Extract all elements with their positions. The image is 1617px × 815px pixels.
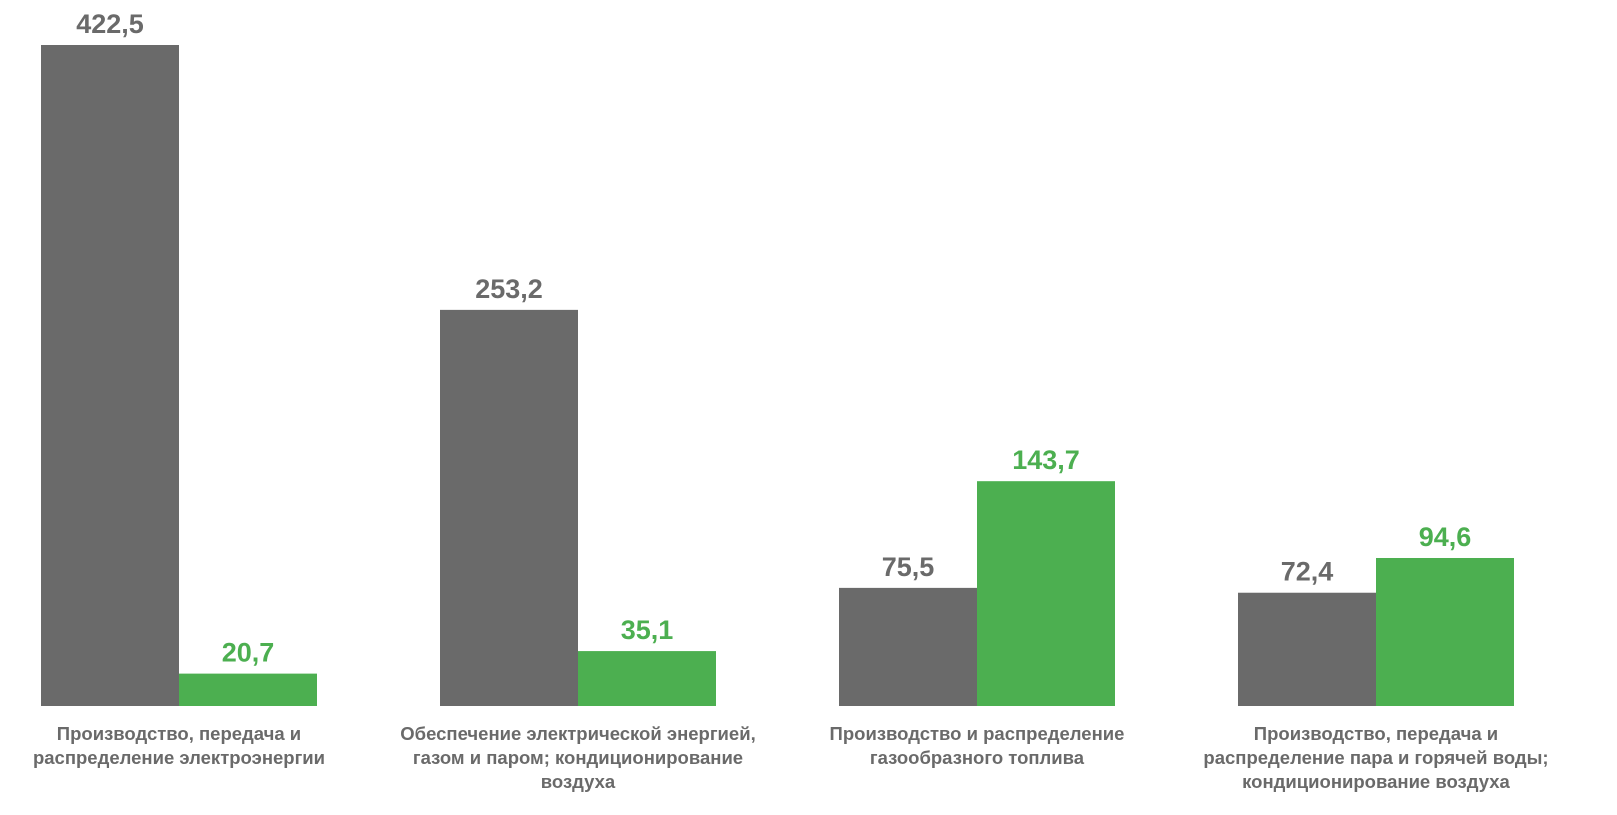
bar-cat1-series1 [41, 45, 179, 706]
category-label-3: Производство и распределение газообразног… [830, 723, 1125, 768]
data-label-cat2-series1: 253,2 [475, 274, 543, 304]
bar-cat2-series2 [578, 651, 716, 706]
category-label-1: Производство, передача и распределение эл… [33, 723, 325, 768]
category-label-4-line-2: распределение пара и горячей воды; [1203, 747, 1548, 768]
bar-cat2-series1 [440, 309, 578, 706]
bar-cat1-series2 [179, 673, 317, 706]
category-label-1-line-2: распределение электроэнергии [33, 747, 325, 768]
bar-cat4-series1 [1238, 592, 1376, 706]
category-label-4-line-3: кондиционирование воздуха [1242, 771, 1510, 792]
data-label-cat2-series2: 35,1 [621, 615, 674, 645]
category-label-4: Производство, передача и распределение па… [1203, 723, 1548, 792]
data-label-cat4-series2: 94,6 [1419, 522, 1472, 552]
category-label-1-line-1: Производство, передача и [57, 723, 301, 744]
category-label-2-line-1: Обеспечение электрической энергией, [400, 723, 755, 744]
data-label-cat3-series1: 75,5 [882, 552, 935, 582]
bar-cat3-series2 [977, 481, 1115, 706]
category-label-3-line-2: газообразного топлива [870, 747, 1085, 768]
data-label-cat1-series2: 20,7 [222, 638, 275, 668]
data-label-cat1-series1: 422,5 [76, 9, 144, 39]
category-label-4-line-1: Производство, передача и [1254, 723, 1498, 744]
data-label-cat3-series2: 143,7 [1012, 445, 1080, 475]
category-label-2-line-2: газом и паром; кондиционирование [413, 747, 743, 768]
bar-cat4-series2 [1376, 557, 1514, 706]
category-label-3-line-1: Производство и распределение [830, 723, 1125, 744]
bar-cat3-series1 [839, 587, 977, 706]
data-label-cat4-series1: 72,4 [1281, 557, 1334, 587]
category-label-2-line-3: воздуха [541, 771, 616, 792]
category-label-2: Обеспечение электрической энергией, газом… [400, 723, 755, 792]
